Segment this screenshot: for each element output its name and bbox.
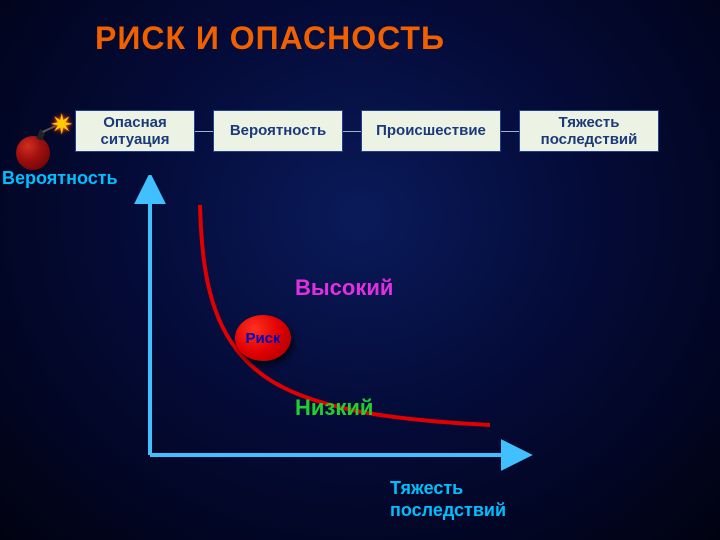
risk-curve	[200, 205, 490, 425]
slide-root: РИСК И ОПАСНОСТЬ ✷ Опасная ситуация Веро…	[0, 0, 720, 540]
risk-chain: Опасная ситуация Вероятность Происшестви…	[75, 110, 659, 152]
risk-chart	[120, 175, 540, 485]
spark-icon: ✷	[50, 108, 73, 141]
chain-box-probability: Вероятность	[213, 110, 343, 152]
chain-connector	[343, 131, 361, 132]
y-axis-label: Вероятность	[2, 168, 118, 189]
chain-box-severity: Тяжесть последствий	[519, 110, 659, 152]
chain-connector	[195, 131, 213, 132]
label-high: Высокий	[295, 275, 393, 301]
label-low: Низкий	[295, 395, 373, 421]
page-title: РИСК И ОПАСНОСТЬ	[95, 20, 445, 57]
chain-box-incident: Происшествие	[361, 110, 501, 152]
chain-box-situation: Опасная ситуация	[75, 110, 195, 152]
chain-connector	[501, 131, 519, 132]
risk-badge: Риск	[235, 315, 291, 361]
risk-badge-label: Риск	[245, 331, 280, 346]
